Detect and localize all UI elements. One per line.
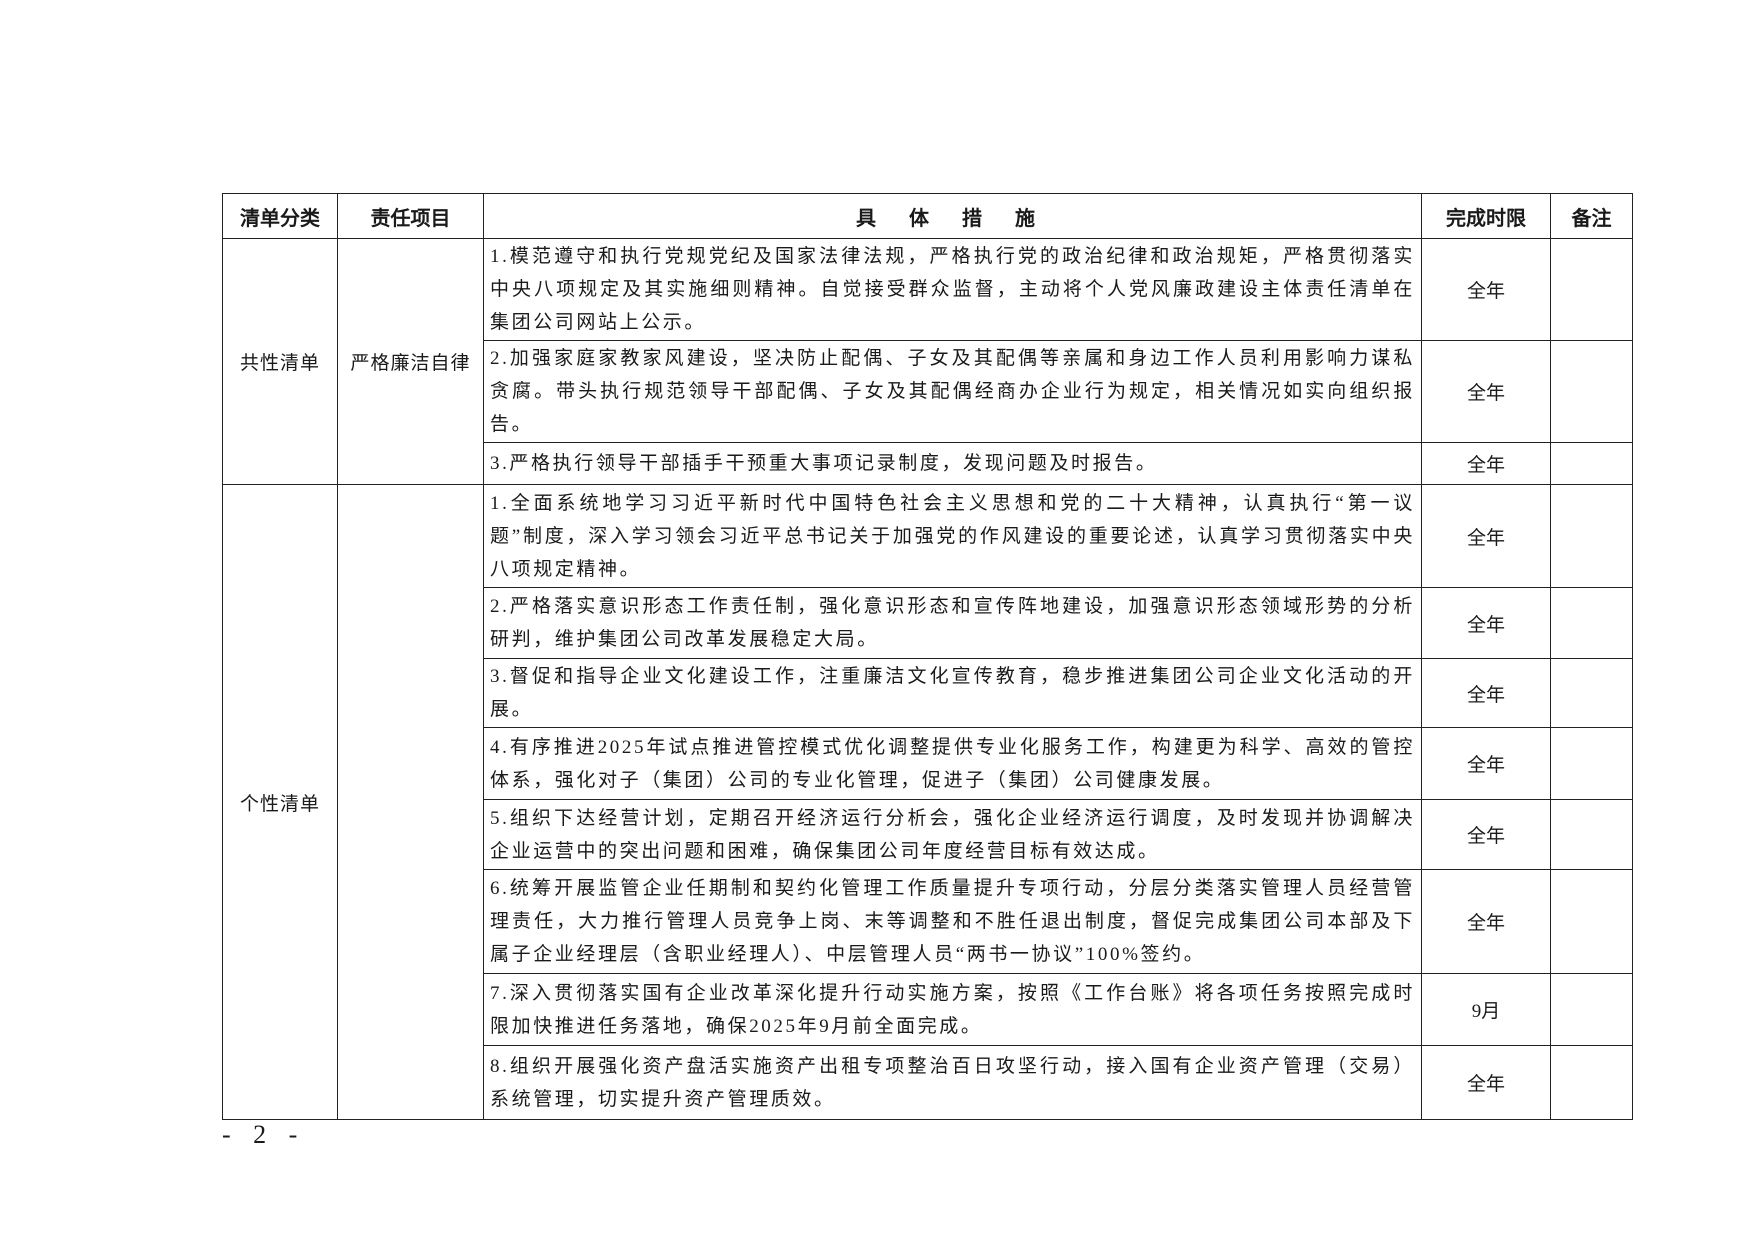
note-cell xyxy=(1550,442,1633,485)
measure-cell: 8.组织开展强化资产盘活实施资产出租专项整治百日攻坚行动，接入国有企业资产管理（… xyxy=(483,1045,1422,1120)
table-row: 6.统筹开展监管企业任期制和契约化管理工作质量提升专项行动，分层分类落实管理人员… xyxy=(223,869,1633,974)
note-cell xyxy=(1550,587,1633,659)
deadline-cell: 全年 xyxy=(1421,442,1551,485)
note-cell xyxy=(1550,869,1633,974)
measure-cell: 2.严格落实意识形态工作责任制，强化意识形态和宣传阵地建设，加强意识形态领域形势… xyxy=(483,587,1422,659)
table-row: 2.严格落实意识形态工作责任制，强化意识形态和宣传阵地建设，加强意识形态领域形势… xyxy=(223,587,1633,659)
table-row: 4.有序推进2025年试点推进管控模式优化调整提供专业化服务工作，构建更为科学、… xyxy=(223,727,1633,800)
table-row: 共性清单 严格廉洁自律 1.模范遵守和执行党规党纪及国家法律法规，严格执行党的政治纪… xyxy=(222,238,1633,485)
table-row: 8.组织开展强化资产盘活实施资产出租专项整治百日攻坚行动，接入国有企业资产管理（… xyxy=(223,1045,1633,1120)
measure-cell: 3.督促和指导企业文化建设工作，注重廉洁文化宣传教育，稳步推进集团公司企业文化活… xyxy=(483,658,1422,728)
table-row: 3.严格执行领导干部插手干预重大事项记录制度，发现问题及时报告。 全年 xyxy=(223,442,1633,485)
measure-cell: 5.组织下达经营计划，定期召开经济运行分析会，强化企业经济运行调度，及时发现并协… xyxy=(483,799,1422,870)
table-row: 2.加强家庭家教家风建设，坚决防止配偶、子女及其配偶等亲属和身边工作人员利用影响… xyxy=(223,340,1633,443)
deadline-cell: 全年 xyxy=(1421,340,1551,443)
table-row: 7.深入贯彻落实国有企业改革深化提升行动实施方案，按照《工作台账》将各项任务按照… xyxy=(223,973,1633,1046)
deadline-cell: 全年 xyxy=(1421,587,1551,659)
note-cell xyxy=(1550,799,1633,870)
deadline-cell: 全年 xyxy=(1421,1045,1551,1120)
note-cell xyxy=(1550,238,1633,341)
deadline-cell: 全年 xyxy=(1421,484,1551,588)
header-category: 清单分类 xyxy=(222,193,338,239)
category-cell: 个性清单 xyxy=(222,484,338,1120)
note-cell xyxy=(1550,973,1633,1046)
table-header-row: 清单分类 责任项目 具 体 措 施 完成时限 备注 xyxy=(222,193,1633,239)
note-cell xyxy=(1550,727,1633,800)
table-row: 5.组织下达经营计划，定期召开经济运行分析会，强化企业经济运行调度，及时发现并协… xyxy=(223,799,1633,870)
item-cell: 严格廉洁自律 xyxy=(337,238,484,485)
responsibility-table: 清单分类 责任项目 具 体 措 施 完成时限 备注 共性清单 严格廉洁自律 1.模范… xyxy=(222,193,1633,1120)
header-item: 责任项目 xyxy=(337,193,484,239)
measure-cell: 6.统筹开展监管企业任期制和契约化管理工作质量提升专项行动，分层分类落实管理人员… xyxy=(483,869,1422,974)
header-note: 备注 xyxy=(1550,193,1633,239)
note-cell xyxy=(1550,658,1633,728)
measure-cell: 7.深入贯彻落实国有企业改革深化提升行动实施方案，按照《工作台账》将各项任务按照… xyxy=(483,973,1422,1046)
header-deadline: 完成时限 xyxy=(1421,193,1551,239)
deadline-cell: 全年 xyxy=(1421,727,1551,800)
page-number: - 2 - xyxy=(222,1120,306,1149)
measure-cell: 2.加强家庭家教家风建设，坚决防止配偶、子女及其配偶等亲属和身边工作人员利用影响… xyxy=(483,340,1422,443)
header-measures: 具 体 措 施 xyxy=(483,193,1422,239)
note-cell xyxy=(1550,340,1633,443)
note-cell xyxy=(1550,1045,1633,1120)
note-cell xyxy=(1550,484,1633,588)
measure-cell: 1.模范遵守和执行党规党纪及国家法律法规，严格执行党的政治纪律和政治规矩，严格贯… xyxy=(483,238,1422,341)
measure-cell: 3.严格执行领导干部插手干预重大事项记录制度，发现问题及时报告。 xyxy=(483,442,1422,485)
measure-cell: 4.有序推进2025年试点推进管控模式优化调整提供专业化服务工作，构建更为科学、… xyxy=(483,727,1422,800)
measure-cell: 1.全面系统地学习习近平新时代中国特色社会主义思想和党的二十大精神，认真执行“第… xyxy=(483,484,1422,588)
table-row: 个性清单 1.全面系统地学习习近平新时代中国特色社会主义思想和党的二十大精神，认真… xyxy=(222,484,1633,1120)
deadline-cell: 全年 xyxy=(1421,869,1551,974)
deadline-cell: 全年 xyxy=(1421,238,1551,341)
category-cell: 共性清单 xyxy=(222,238,338,485)
deadline-cell: 9月 xyxy=(1421,973,1551,1046)
table-row: 3.督促和指导企业文化建设工作，注重廉洁文化宣传教育，稳步推进集团公司企业文化活… xyxy=(223,658,1633,728)
deadline-cell: 全年 xyxy=(1421,799,1551,870)
deadline-cell: 全年 xyxy=(1421,658,1551,728)
item-cell xyxy=(337,484,484,1120)
